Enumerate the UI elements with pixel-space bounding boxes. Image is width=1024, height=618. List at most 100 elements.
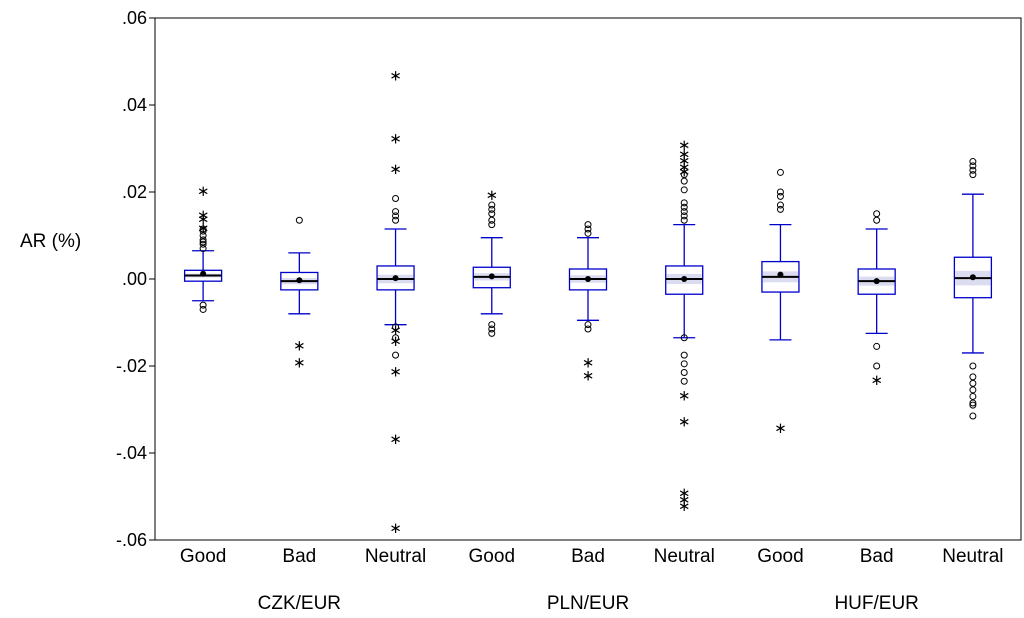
outlier-circle: [969, 399, 977, 407]
category-label: Bad: [571, 546, 605, 567]
outlier-circle: [199, 232, 207, 239]
outlier-star: ∗: [389, 321, 402, 339]
outlier-circle: [392, 323, 400, 331]
outlier-star: ∗: [678, 145, 691, 163]
outlier-circle: [392, 212, 400, 220]
outlier-circle: [776, 168, 784, 176]
outlier-star: ∗: [678, 151, 691, 169]
mean-point: [200, 270, 207, 277]
outlier-circle: [969, 362, 977, 370]
group-label: HUF/EUR: [834, 593, 918, 614]
outlier-circle: [776, 188, 784, 196]
outlier-circle: [392, 351, 400, 359]
outlier-circle: [776, 192, 784, 200]
outlier-star: ∗: [293, 336, 306, 354]
outlier-circle: [969, 171, 977, 179]
outlier-circle: [199, 245, 207, 253]
box-huf-eur-good: ∗: [761, 168, 800, 437]
outlier-star: ∗: [389, 160, 402, 178]
outlier-circle: [680, 212, 688, 220]
outlier-star: ∗: [870, 371, 883, 389]
outlier-star: ∗: [389, 130, 402, 148]
outlier-circle: [584, 325, 592, 333]
outlier-circle: [584, 229, 592, 237]
outlier-star: ∗: [678, 491, 691, 509]
outlier-circle: [680, 199, 688, 207]
outlier-star: ∗: [678, 412, 691, 430]
outlier-circle: [680, 171, 688, 179]
y-tick-label: -.02: [116, 356, 147, 376]
y-tick-label: .06: [122, 8, 147, 28]
outlier-circle: [488, 201, 496, 209]
category-label: Neutral: [365, 546, 426, 567]
outlier-star: ∗: [389, 67, 402, 85]
outlier-circle: [199, 301, 207, 309]
outlier-star: ∗: [197, 219, 210, 237]
outlier-circle: [873, 216, 881, 224]
outlier-star: ∗: [678, 158, 691, 176]
outlier-circle: [680, 351, 688, 359]
outlier-star: ∗: [389, 430, 402, 448]
outlier-circle: [392, 195, 400, 203]
y-axis-label: AR (%): [20, 231, 81, 252]
category-label: Good: [757, 546, 803, 567]
mean-point: [296, 277, 303, 284]
outlier-circle: [199, 305, 207, 313]
mean-point: [777, 271, 784, 278]
outlier-circle: [680, 177, 688, 185]
box-pln-eur-bad: ∗∗: [568, 221, 608, 385]
outlier-star: ∗: [389, 332, 402, 350]
outlier-circle: [488, 329, 496, 337]
outlier-circle: [488, 210, 496, 218]
group-label: CZK/EUR: [258, 593, 341, 614]
outlier-circle: [969, 401, 977, 409]
outlier-star: ∗: [197, 182, 210, 200]
y-tick-label: .04: [122, 95, 147, 115]
outlier-circle: [680, 203, 688, 211]
outlier-star: ∗: [197, 210, 210, 228]
outlier-circle: [969, 373, 977, 381]
category-label: Good: [469, 546, 515, 567]
y-tick-label: .02: [122, 182, 147, 202]
y-tick-label: -.06: [116, 530, 147, 550]
box-pln-eur-good: ∗: [472, 186, 511, 337]
outlier-star: ∗: [582, 367, 595, 385]
category-label: Bad: [282, 546, 316, 567]
outlier-circle: [199, 240, 207, 248]
mean-point: [681, 276, 688, 282]
outlier-star: ∗: [582, 354, 595, 372]
outlier-circle: [680, 377, 688, 385]
box-huf-eur-neutral: [953, 158, 993, 420]
outlier-star: ∗: [678, 497, 691, 515]
outlier-star: ∗: [678, 136, 691, 154]
outlier-circle: [584, 225, 592, 233]
outlier-circle: [969, 162, 977, 170]
outlier-circle: [776, 201, 784, 209]
outlier-circle: [680, 186, 688, 194]
outlier-circle: [969, 166, 977, 174]
mean-point: [969, 274, 976, 281]
outlier-circle: [969, 392, 977, 400]
outlier-circle: [969, 386, 977, 394]
outlier-circle: [680, 216, 688, 224]
mean-point: [488, 273, 495, 280]
outlier-star: ∗: [197, 206, 210, 224]
outlier-circle: [488, 216, 496, 224]
outlier-circle: [199, 236, 207, 244]
outlier-circle: [873, 210, 881, 218]
outlier-circle: [488, 205, 496, 213]
outlier-circle: [969, 412, 977, 420]
y-tick-label: .00: [122, 269, 147, 289]
outlier-circle: [488, 221, 496, 229]
outlier-circle: [392, 334, 400, 342]
outlier-circle: [584, 321, 592, 329]
outlier-star: ∗: [774, 419, 787, 437]
outlier-circle: [969, 158, 977, 166]
outlier-circle: [680, 334, 688, 342]
outlier-star: ∗: [678, 162, 691, 180]
y-tick-label: -.04: [116, 443, 147, 463]
outlier-circle: [392, 208, 400, 216]
box-czk-eur-neutral: ∗∗∗∗∗∗∗∗: [376, 67, 415, 537]
category-label: Good: [180, 546, 226, 567]
